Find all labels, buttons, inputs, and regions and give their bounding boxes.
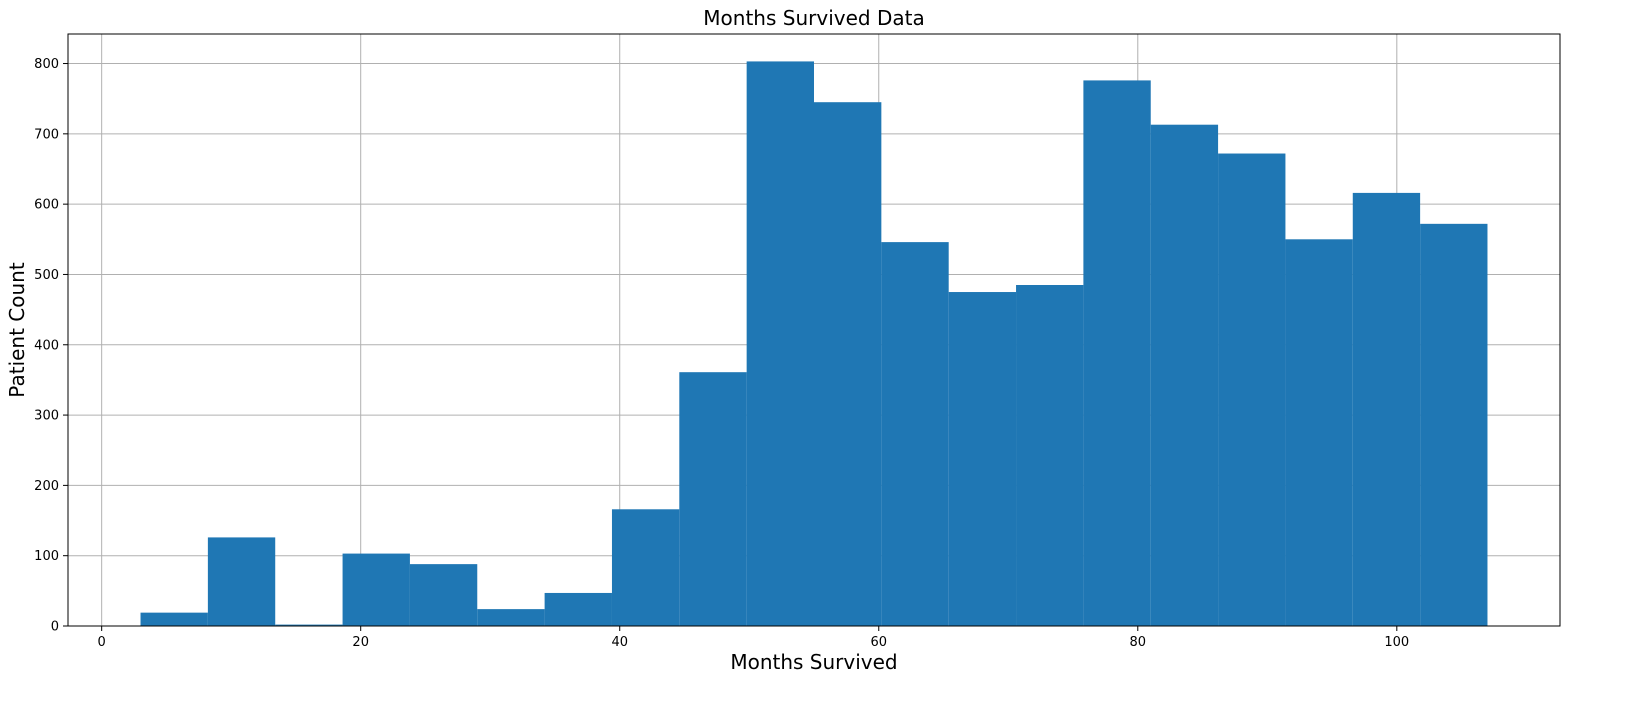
y-axis-title: Patient Count bbox=[5, 262, 29, 398]
y-tick-label: 200 bbox=[34, 479, 59, 494]
histogram-bar bbox=[1150, 124, 1219, 626]
histogram-bar bbox=[1083, 80, 1151, 626]
x-tick-label: 40 bbox=[611, 635, 628, 650]
y-axis-ticks: 0 100 200 300 400 500 600 700 800 bbox=[34, 57, 68, 635]
y-tick-label: 800 bbox=[34, 57, 59, 72]
histogram-bar bbox=[1420, 223, 1488, 626]
x-tick-label: 0 bbox=[98, 635, 106, 650]
y-tick-label: 400 bbox=[34, 338, 59, 353]
y-tick-label: 300 bbox=[34, 409, 59, 424]
histogram-bar bbox=[207, 537, 276, 626]
y-tick-label: 100 bbox=[34, 549, 59, 564]
histogram-bar bbox=[746, 61, 814, 627]
histogram-bar bbox=[1352, 192, 1421, 626]
histogram-bar bbox=[477, 609, 545, 626]
x-axis-title: Months Survived bbox=[730, 650, 897, 674]
y-tick-label: 600 bbox=[34, 198, 59, 213]
histogram-bar bbox=[1285, 239, 1353, 626]
x-tick-label: 20 bbox=[352, 635, 369, 650]
chart-title: Months Survived Data bbox=[703, 6, 924, 30]
y-tick-label: 500 bbox=[34, 268, 59, 283]
x-tick-label: 80 bbox=[1130, 635, 1147, 650]
histogram-bar bbox=[409, 564, 478, 626]
histogram-bar bbox=[679, 372, 747, 626]
histogram-bar bbox=[544, 592, 612, 626]
y-tick-label: 0 bbox=[51, 620, 59, 635]
histogram-bar bbox=[881, 242, 949, 626]
x-axis-ticks: 0 20 40 60 80 100 bbox=[98, 626, 1409, 650]
histogram-bar bbox=[1016, 285, 1084, 626]
histogram-bar bbox=[948, 292, 1017, 626]
histogram-bar bbox=[814, 102, 882, 626]
y-tick-label: 700 bbox=[34, 127, 59, 142]
histogram-bar bbox=[140, 612, 208, 626]
histogram-bar bbox=[1218, 153, 1286, 626]
histogram-bar bbox=[342, 553, 410, 626]
x-tick-label: 100 bbox=[1384, 635, 1409, 650]
histogram-bar bbox=[611, 509, 680, 626]
x-tick-label: 60 bbox=[870, 635, 887, 650]
histogram-bar bbox=[275, 624, 343, 626]
histogram-bars bbox=[140, 61, 1488, 627]
plot-frame bbox=[67, 33, 1561, 627]
